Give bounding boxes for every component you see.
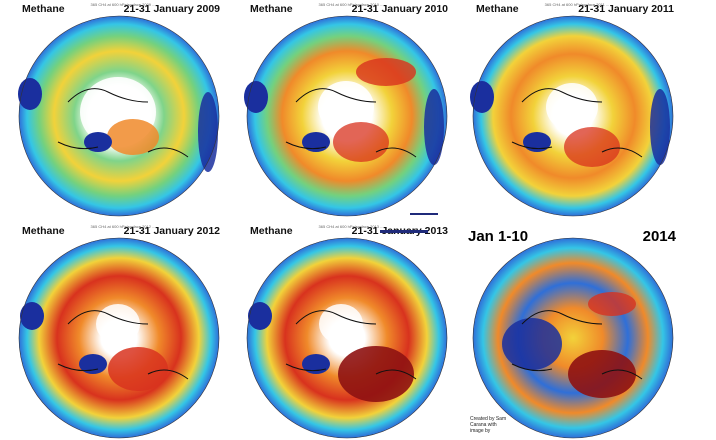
panel-subtitle: 365 CH4 at 600 hPa/surface 2012 ... xyxy=(90,224,156,229)
credit-text: Created by Sam Carana with image by xyxy=(470,416,507,434)
divider-line xyxy=(380,230,428,233)
map-panel-2013: 365 CH4 at 600 hPa/surface 2013 ... Meth… xyxy=(236,224,458,440)
map-panel-2010: 365 CH4 at 600 hPa/surface 2010 ... Meth… xyxy=(236,2,458,218)
panel-label: Methane xyxy=(250,225,293,237)
panel-date: 21-31 January 2010 xyxy=(351,3,448,15)
map-panel-2009: 365 CH4 at 600 hPa/surface 2009 ... Meth… xyxy=(8,2,230,218)
divider-line xyxy=(410,213,438,215)
panel-subtitle: 365 CH4 at 600 hPa/surface 2010 ... xyxy=(318,2,384,7)
panel-subtitle: 365 CH4 at 600 hPa/surface 2013 ... xyxy=(318,224,384,229)
map-panel-2011: 365 CH4 at 600 hPa/surface 2011 ... Meth… xyxy=(462,2,684,218)
methane-polar-map-2012 xyxy=(18,237,220,439)
methane-polar-map-2009 xyxy=(18,15,220,217)
panel-label: Methane xyxy=(476,3,519,15)
panel-label: Methane xyxy=(22,225,65,237)
panel-date: 21-31 January 2011 xyxy=(578,3,674,15)
map-panel-2014: Jan 1-10 2014 Created by Sam Carana with… xyxy=(462,224,684,440)
panel-subtitle: 365 CH4 at 600 hPa/surface 2011 ... xyxy=(544,2,610,7)
methane-polar-map-2014 xyxy=(472,237,674,439)
methane-polar-map-2010 xyxy=(244,15,448,217)
panel-label: Jan 1-10 xyxy=(468,228,529,245)
panel-date: 2014 xyxy=(642,228,676,245)
panel-label: Methane xyxy=(22,3,65,15)
panel-subtitle: 365 CH4 at 600 hPa/surface 2009 ... xyxy=(90,2,156,7)
panel-date: 21-31 January 2012 xyxy=(123,225,220,237)
panel-date: 21-31 January 2009 xyxy=(123,3,220,15)
panel-label: Methane xyxy=(250,3,293,15)
methane-polar-map-2013 xyxy=(246,237,448,439)
map-panel-2012: 365 CH4 at 600 hPa/surface 2012 ... Meth… xyxy=(8,224,230,440)
methane-polar-map-2011 xyxy=(470,15,674,217)
